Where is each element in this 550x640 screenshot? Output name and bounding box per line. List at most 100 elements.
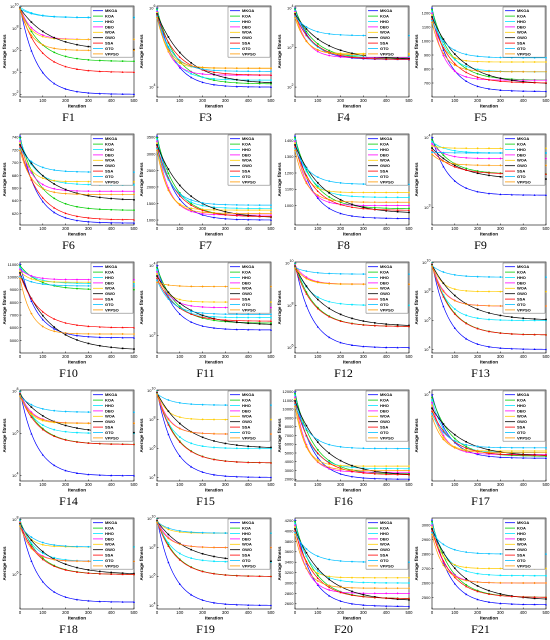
- series-marker-vppso: [476, 164, 479, 167]
- series-marker-mkoa: [98, 221, 101, 224]
- series-marker-gto: [167, 399, 170, 401]
- y-axis-label: Average fitness: [414, 162, 419, 196]
- series-marker-hho: [408, 196, 410, 199]
- legend-entry-koa: KOA: [380, 398, 389, 403]
- series-marker-hho: [374, 467, 376, 470]
- x-axis-label: Iteration: [343, 488, 361, 493]
- series-marker-ssa: [213, 71, 215, 74]
- series-marker-koa: [453, 437, 456, 440]
- legend-entry-woa: WOA: [242, 542, 252, 547]
- series-marker-dbo: [87, 190, 90, 193]
- legend-entry-koa: KOA: [517, 142, 526, 147]
- series-marker-koa: [431, 396, 433, 399]
- series-marker-gto: [408, 273, 410, 276]
- series-marker-dbo: [476, 77, 479, 81]
- series-marker-ssa: [201, 455, 204, 458]
- series-marker-hho: [224, 560, 227, 563]
- x-tick-label: 400: [520, 610, 528, 615]
- series-marker-ssa: [224, 573, 227, 576]
- series-marker-dbo: [64, 278, 67, 281]
- series-marker-hho: [431, 399, 433, 401]
- series-marker-ssa: [465, 446, 468, 449]
- series-marker-gwo: [431, 16, 433, 18]
- y-tick-label: 108: [287, 301, 293, 308]
- legend-entry-mkoa: MKOA: [105, 136, 117, 141]
- series-marker-hho: [247, 207, 249, 210]
- legend-entry-mkoa: MKOA: [105, 392, 117, 397]
- x-tick-label: 400: [245, 354, 253, 359]
- legend-entry-koa: KOA: [380, 14, 389, 19]
- series-marker-mkoa: [385, 477, 388, 480]
- x-tick-label: 400: [108, 610, 116, 615]
- series-marker-woa: [178, 298, 181, 301]
- chart-panel-f1: 0 100 200 300 400 500 102 104 106 108 1010 Iteratio…: [0, 0, 138, 128]
- series-marker-gto: [19, 147, 21, 150]
- series-marker-hho: [408, 582, 410, 584]
- series-marker-gto: [133, 285, 135, 287]
- legend-entry-dbo: DBO: [380, 152, 389, 157]
- legend-entry-vppso: VPPSO: [517, 51, 531, 56]
- series-marker-dbo: [430, 142, 434, 145]
- series-marker-vppso: [385, 201, 388, 204]
- x-axis-label: Iteration: [480, 232, 498, 237]
- x-tick-label: 500: [406, 226, 414, 231]
- series-marker-mkoa: [488, 601, 490, 603]
- series-marker-gwo: [270, 81, 272, 84]
- series-marker-gwo: [64, 424, 67, 427]
- series-marker-gwo: [121, 198, 124, 201]
- series-marker-gto: [64, 170, 67, 173]
- legend-entry-gto: GTO: [517, 174, 526, 179]
- series-marker-gto: [362, 183, 365, 185]
- series-marker-woa: [53, 281, 56, 283]
- series-marker-gwo: [431, 528, 433, 530]
- series-marker-vppso: [98, 332, 101, 336]
- legend-entry-mkoa: MKOA: [517, 136, 529, 141]
- series-marker-mkoa: [522, 347, 525, 350]
- series-marker-mkoa: [235, 328, 238, 331]
- y-tick-label: 10000: [7, 275, 19, 280]
- series-marker-gto: [224, 203, 227, 206]
- series-marker-gwo: [64, 563, 67, 566]
- series-marker-mkoa: [258, 218, 261, 221]
- series-marker-ssa: [328, 586, 331, 589]
- series-marker-vppso: [487, 581, 491, 584]
- series-marker-ssa: [53, 435, 56, 438]
- legend-entry-mkoa: MKOA: [105, 520, 117, 525]
- series-marker-gwo: [317, 181, 319, 184]
- x-axis-label: Iteration: [343, 360, 361, 365]
- series-marker-gwo: [156, 275, 158, 277]
- series-marker-gwo: [351, 464, 353, 467]
- series-marker-vppso: [178, 543, 181, 546]
- series-marker-ssa: [294, 401, 296, 404]
- series-marker-vppso: [132, 193, 136, 196]
- series-marker-hho: [511, 319, 513, 322]
- y-tick-label: 4000: [285, 528, 295, 533]
- series-marker-vppso: [64, 192, 67, 195]
- y-tick-label: 106: [424, 316, 430, 323]
- series-marker-koa: [87, 288, 90, 291]
- series-marker-gwo: [385, 471, 387, 474]
- series-marker-hho: [488, 574, 490, 576]
- series-marker-gwo: [110, 197, 112, 200]
- series-marker-hho: [42, 279, 44, 282]
- x-tick-label: 0: [156, 226, 159, 231]
- x-tick-label: 0: [19, 482, 22, 487]
- series-marker-hho: [53, 428, 55, 431]
- x-tick-label: 300: [360, 610, 368, 615]
- series-marker-vppso: [201, 211, 204, 214]
- series-marker-gwo: [42, 414, 44, 417]
- series-marker-mkoa: [476, 343, 479, 345]
- y-axis-label: Average fitness: [2, 290, 7, 324]
- series-marker-gwo: [328, 44, 330, 47]
- series-marker-gto: [385, 447, 388, 450]
- series-marker-hho: [190, 557, 192, 560]
- series-marker-mkoa: [488, 455, 490, 458]
- series-marker-woa: [488, 147, 490, 150]
- series-marker-woa: [453, 288, 456, 291]
- series-marker-ssa: [385, 208, 388, 211]
- series-marker-gto: [408, 34, 410, 37]
- chart-panel-f8: 0 100 200 300 400 500 1000 1100 1200 1300 1400 Iter…: [275, 128, 414, 256]
- series-marker-dbo: [212, 306, 216, 309]
- series-marker-gwo: [190, 548, 192, 551]
